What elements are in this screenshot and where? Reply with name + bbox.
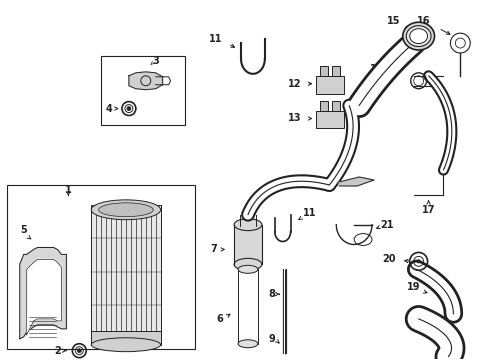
Bar [234, 225, 262, 264]
Ellipse shape [98, 203, 153, 217]
Polygon shape [20, 247, 66, 339]
Text: 11: 11 [208, 34, 222, 44]
Bar [320, 66, 328, 76]
Text: 20: 20 [382, 255, 395, 264]
Text: 18: 18 [435, 317, 448, 327]
Circle shape [416, 260, 420, 264]
Text: 5: 5 [21, 225, 27, 235]
Polygon shape [129, 72, 163, 90]
Text: 17: 17 [422, 205, 435, 215]
Ellipse shape [91, 200, 161, 220]
Bar [317, 111, 344, 129]
Bar [317, 76, 344, 94]
Text: 16: 16 [417, 16, 430, 26]
Bar [101, 56, 185, 125]
Bar [91, 331, 161, 345]
Polygon shape [339, 177, 374, 186]
Ellipse shape [238, 265, 258, 273]
Text: 10: 10 [288, 178, 301, 188]
Ellipse shape [403, 22, 435, 50]
Ellipse shape [234, 258, 262, 270]
Circle shape [127, 107, 131, 111]
Ellipse shape [238, 340, 258, 348]
Polygon shape [26, 260, 61, 335]
Text: 11: 11 [303, 208, 316, 218]
Ellipse shape [234, 219, 262, 231]
Text: 8: 8 [269, 289, 275, 299]
Text: 4: 4 [106, 104, 112, 113]
Bar [332, 100, 340, 111]
Ellipse shape [91, 338, 161, 352]
Text: 2: 2 [54, 346, 61, 356]
Circle shape [77, 349, 81, 353]
Text: 15: 15 [387, 16, 401, 26]
Text: 21: 21 [380, 220, 393, 230]
Text: 1: 1 [65, 185, 72, 195]
Text: 19: 19 [407, 282, 420, 292]
Text: 14: 14 [370, 64, 384, 74]
Bar [320, 100, 328, 111]
Text: 12: 12 [288, 79, 301, 89]
Text: 6: 6 [217, 314, 223, 324]
Bar [7, 185, 196, 349]
Text: 3: 3 [152, 56, 159, 66]
Ellipse shape [410, 29, 428, 44]
Bar [332, 66, 340, 76]
Bar [238, 269, 258, 344]
Text: 9: 9 [269, 334, 275, 344]
Text: 7: 7 [211, 244, 218, 255]
Text: 13: 13 [288, 113, 301, 123]
Ellipse shape [406, 26, 431, 46]
Bar [91, 205, 161, 339]
